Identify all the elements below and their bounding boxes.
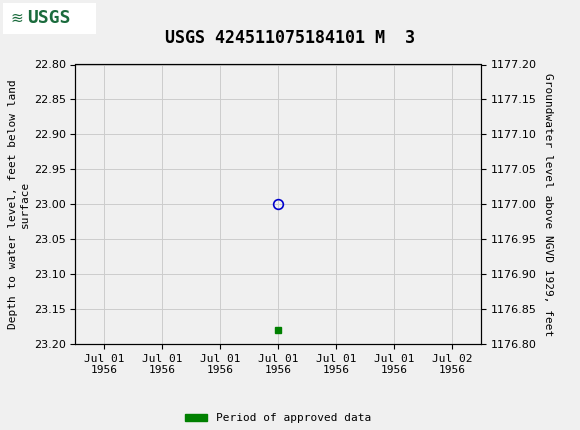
Text: ≋: ≋ (10, 11, 23, 26)
Legend: Period of approved data: Period of approved data (181, 409, 376, 428)
Y-axis label: Groundwater level above NGVD 1929, feet: Groundwater level above NGVD 1929, feet (543, 73, 553, 336)
Text: USGS: USGS (28, 9, 71, 27)
FancyBboxPatch shape (3, 3, 96, 34)
Y-axis label: Depth to water level, feet below land
surface: Depth to water level, feet below land su… (8, 80, 30, 329)
Text: USGS 424511075184101 M  3: USGS 424511075184101 M 3 (165, 29, 415, 47)
